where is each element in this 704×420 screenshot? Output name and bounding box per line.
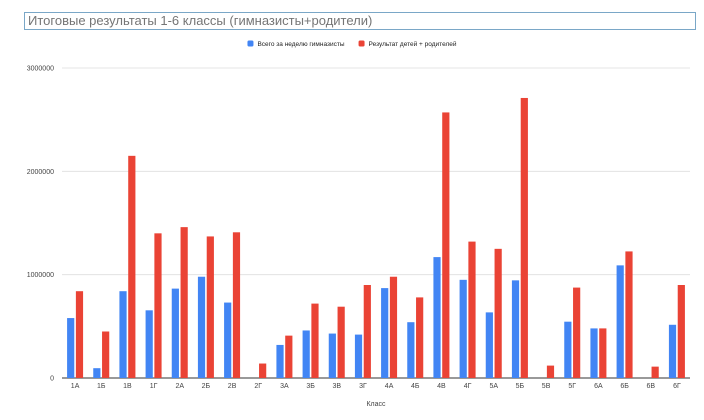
bar-students-6А[interactable] <box>590 328 598 378</box>
x-tick-label: 3А <box>280 383 289 390</box>
x-tick-label: 2А <box>175 383 184 390</box>
bar-total-1А[interactable] <box>75 291 84 378</box>
bar-total-1Г[interactable] <box>154 233 162 378</box>
x-tick-label: 5Г <box>568 383 576 390</box>
x-tick-label: 6Г <box>673 383 681 390</box>
x-tick-label: 2В <box>228 383 237 390</box>
bar-total-2Б[interactable] <box>206 236 214 378</box>
bar-students-2Б[interactable] <box>197 276 206 378</box>
y-tick-label: 2000000 <box>27 169 54 176</box>
bar-students-5Б[interactable] <box>511 280 520 378</box>
bar-students-6Г[interactable] <box>668 324 677 378</box>
bar-total-4В[interactable] <box>442 112 450 378</box>
bar-total-3В[interactable] <box>337 306 345 378</box>
bar-students-2А[interactable] <box>171 288 179 378</box>
chart-title[interactable]: Итоговые результаты 1-6 классы (гимназис… <box>24 12 696 30</box>
legend-label[interactable]: Результат детей + родителей <box>369 40 457 48</box>
bar-students-4А[interactable] <box>381 288 389 378</box>
x-tick-label: 4Г <box>464 383 472 390</box>
x-tick-label: 1В <box>123 383 132 390</box>
x-tick-label: 3Б <box>306 383 315 390</box>
y-tick-label: 0 <box>50 376 54 383</box>
bar-total-6А[interactable] <box>599 328 607 378</box>
bar-total-2В[interactable] <box>232 232 241 378</box>
bar-students-3В[interactable] <box>328 333 336 378</box>
bar-total-4Б[interactable] <box>416 297 424 378</box>
x-tick-label: 1А <box>71 383 80 390</box>
bar-students-1А[interactable] <box>67 318 75 378</box>
bar-students-4Б[interactable] <box>407 322 415 378</box>
bar-total-5А[interactable] <box>494 248 502 378</box>
x-tick-label: 5Б <box>516 383 525 390</box>
bar-total-2А[interactable] <box>180 227 188 378</box>
legend-swatch <box>358 40 365 47</box>
bar-students-1Б[interactable] <box>93 368 101 378</box>
legend-label[interactable]: Всего за неделю гимназисты <box>257 41 344 48</box>
x-tick-label: 2Г <box>254 383 262 390</box>
legend: Всего за неделю гимназисты Результат дете… <box>247 40 457 48</box>
y-tick-label: 1000000 <box>27 272 54 279</box>
bar-students-1В[interactable] <box>119 291 127 378</box>
bar-total-3А[interactable] <box>285 335 293 378</box>
bar-students-6Б[interactable] <box>616 265 624 378</box>
x-tick-label: 4В <box>437 383 446 390</box>
gridlines <box>62 67 690 379</box>
x-tick-label: 2Б <box>202 383 211 390</box>
y-tick-label: 3000000 <box>27 66 54 73</box>
bar-total-1В[interactable] <box>128 155 136 378</box>
bar-students-3А[interactable] <box>276 344 284 378</box>
x-tick-label: 6Б <box>620 383 629 390</box>
y-axis-ticks: 0 1000000 2000000 3000000 <box>27 66 54 383</box>
bar-total-5Б[interactable] <box>520 97 528 378</box>
x-tick-label: 1Г <box>150 383 158 390</box>
bar-students-3Г[interactable] <box>354 334 363 378</box>
bar-total-1Б[interactable] <box>102 331 110 379</box>
bar-total-4Г[interactable] <box>468 241 476 378</box>
x-tick-label: 4Б <box>411 383 420 390</box>
x-tick-label: 5В <box>542 383 551 390</box>
x-tick-label: 4А <box>385 383 394 390</box>
bar-students-4Г[interactable] <box>459 279 467 378</box>
x-tick-label: 3В <box>332 383 341 390</box>
bar-total-5Г[interactable] <box>573 287 581 378</box>
bars <box>67 97 685 379</box>
legend-swatch <box>247 40 254 47</box>
bar-total-3Б[interactable] <box>311 303 319 378</box>
bar-total-3Г[interactable] <box>363 285 371 378</box>
bar-total-4А[interactable] <box>389 276 398 378</box>
bar-students-3Б[interactable] <box>302 330 310 378</box>
x-tick-label: 3Г <box>359 383 367 390</box>
bar-students-4В[interactable] <box>433 257 441 378</box>
x-tick-label: 5А <box>489 383 498 390</box>
bar-total-6Б[interactable] <box>625 251 633 378</box>
bar-students-5А[interactable] <box>485 312 493 378</box>
x-tick-label: 6В <box>646 383 655 390</box>
bar-total-6В[interactable] <box>651 366 659 378</box>
bar-students-1Г[interactable] <box>145 310 153 378</box>
bar-total-6Г[interactable] <box>677 285 685 378</box>
x-tick-label: 6А <box>594 383 603 390</box>
bar-total-2Г[interactable] <box>259 363 267 378</box>
x-axis-ticks: 1А 1Б 1В 1Г 2А 2Б 2В 2Г 3А 3Б 3В 3Г 4А 4Б 4В 4Г 5А 5Б 5В 5Г… <box>71 383 681 390</box>
x-axis-label: Класс <box>366 401 386 408</box>
x-tick-label: 1Б <box>97 383 106 390</box>
bar-students-2В[interactable] <box>224 302 232 378</box>
bar-students-5Г[interactable] <box>564 321 572 378</box>
bar-total-5В[interactable] <box>546 365 555 378</box>
